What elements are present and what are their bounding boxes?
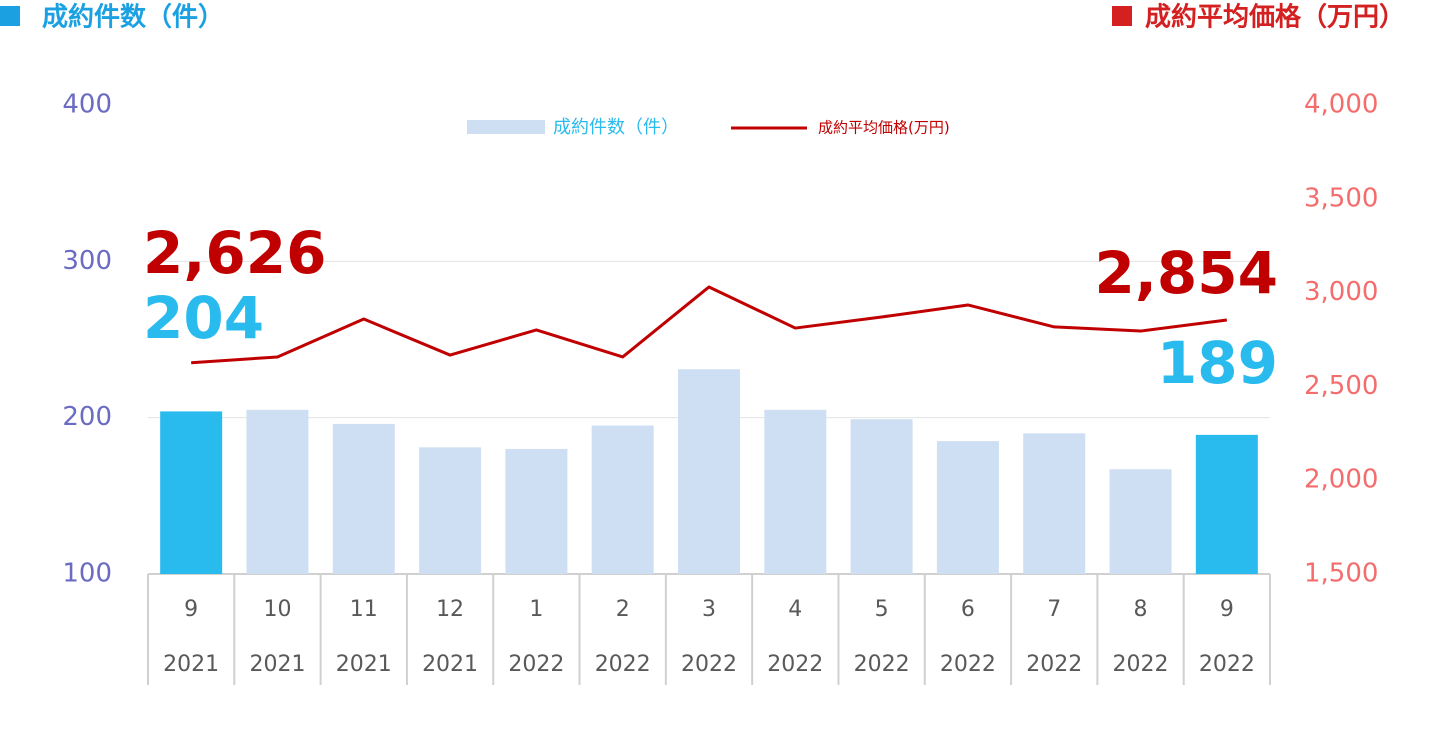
- y2-tick-label: 2,500: [1304, 371, 1378, 401]
- x-tick-year: 2021: [422, 652, 478, 677]
- title-marker: [1112, 6, 1132, 26]
- bar: [1109, 469, 1172, 574]
- x-tick-label: 10: [263, 597, 291, 622]
- x-tick-year: 2022: [854, 652, 910, 677]
- x-tick-label: 9: [184, 597, 198, 622]
- x-tick-year: 2022: [1113, 652, 1169, 677]
- data-label: 189: [1157, 329, 1278, 397]
- bar: [1195, 434, 1258, 574]
- y2-tick-label: 3,000: [1304, 277, 1378, 307]
- data-label: 204: [143, 284, 264, 352]
- y2-tick-label: 1,500: [1304, 559, 1378, 589]
- x-tick-label: 9: [1220, 597, 1234, 622]
- bar: [591, 425, 654, 574]
- x-tick-year: 2021: [163, 652, 219, 677]
- bar: [936, 441, 999, 574]
- title-marker: [0, 6, 20, 26]
- x-tick-label: 1: [529, 597, 543, 622]
- x-tick-label: 2: [616, 597, 630, 622]
- bar: [678, 369, 740, 574]
- bar: [1023, 433, 1086, 574]
- bar: [850, 419, 913, 574]
- data-label: 2,626: [143, 219, 326, 287]
- x-tick-year: 2021: [249, 652, 305, 677]
- y-tick-label: 100: [62, 559, 112, 589]
- x-tick-label: 5: [875, 597, 889, 622]
- x-tick-label: 6: [961, 597, 975, 622]
- data-label: 2,854: [1095, 239, 1278, 307]
- y-tick-label: 200: [62, 402, 112, 432]
- bar: [764, 409, 827, 574]
- y2-tick-label: 3,500: [1304, 183, 1378, 213]
- x-tick-label: 12: [436, 597, 464, 622]
- bar: [160, 411, 223, 574]
- x-tick-label: 3: [702, 597, 716, 622]
- right-title: 成約平均価格（万円）: [1145, 2, 1405, 33]
- x-tick-year: 2022: [595, 652, 651, 677]
- x-tick-year: 2022: [940, 652, 996, 677]
- x-tick-label: 11: [350, 597, 378, 622]
- x-tick-year: 2022: [681, 652, 737, 677]
- x-tick-year: 2022: [508, 652, 564, 677]
- y2-tick-label: 2,000: [1304, 465, 1378, 495]
- x-tick-year: 2022: [1199, 652, 1255, 677]
- bar: [332, 423, 395, 574]
- x-tick-year: 2022: [767, 652, 823, 677]
- y-tick-label: 300: [62, 246, 112, 276]
- y-tick-label: 400: [62, 90, 112, 120]
- bar: [246, 409, 309, 574]
- left-title: 成約件数（件）: [42, 2, 224, 33]
- line: [191, 285, 1228, 365]
- x-tick-year: 2021: [336, 652, 392, 677]
- x-tick-year: 2022: [1026, 652, 1082, 677]
- legend-label: 成約件数（件）: [553, 117, 679, 138]
- bar: [505, 448, 568, 574]
- bar: [419, 447, 482, 574]
- y2-tick-label: 4,000: [1304, 90, 1378, 120]
- x-tick-label: 4: [788, 597, 802, 622]
- x-tick-label: 7: [1047, 597, 1061, 622]
- x-tick-label: 8: [1134, 597, 1148, 622]
- legend-label: 成約平均価格(万円): [818, 119, 950, 137]
- legend-swatch: [467, 120, 545, 134]
